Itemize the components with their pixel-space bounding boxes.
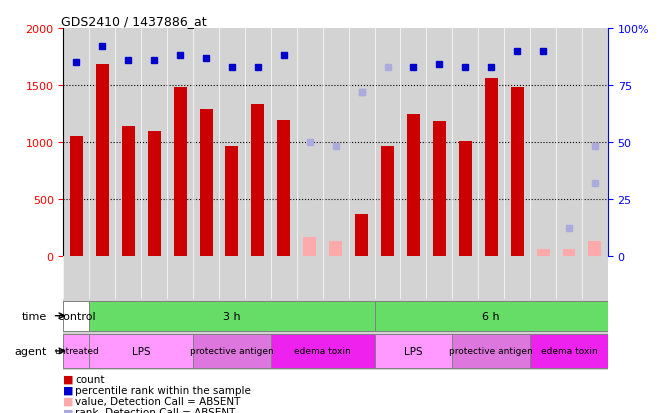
Bar: [226, 147, 238, 256]
Text: ■: ■: [63, 396, 74, 406]
Text: ■: ■: [63, 374, 74, 384]
Bar: [459, 142, 472, 256]
Text: edema toxin: edema toxin: [540, 347, 597, 356]
Text: percentile rank within the sample: percentile rank within the sample: [75, 385, 251, 395]
Bar: [193, 335, 271, 368]
Text: agent: agent: [15, 346, 47, 356]
Bar: [375, 301, 608, 331]
Bar: [510, 88, 524, 256]
Text: protective antigen: protective antigen: [190, 347, 274, 356]
Bar: [485, 79, 498, 256]
Text: time: time: [22, 311, 47, 321]
Bar: [303, 238, 316, 256]
Bar: [122, 126, 135, 256]
Bar: [96, 65, 109, 256]
Bar: [63, 335, 90, 368]
Text: LPS: LPS: [404, 346, 423, 356]
Text: 6 h: 6 h: [482, 311, 500, 321]
Bar: [433, 121, 446, 256]
Bar: [174, 88, 186, 256]
Bar: [90, 335, 193, 368]
Bar: [355, 214, 368, 256]
Text: GDS2410 / 1437886_at: GDS2410 / 1437886_at: [61, 15, 206, 28]
Text: control: control: [57, 311, 96, 321]
Bar: [148, 132, 161, 256]
Bar: [70, 137, 83, 256]
Text: 3 h: 3 h: [223, 311, 240, 321]
Bar: [562, 249, 575, 256]
Text: rank, Detection Call = ABSENT: rank, Detection Call = ABSENT: [75, 407, 236, 413]
Text: LPS: LPS: [132, 346, 150, 356]
Bar: [536, 250, 550, 256]
Bar: [251, 105, 265, 256]
Text: count: count: [75, 374, 105, 384]
Bar: [63, 301, 90, 331]
Bar: [375, 335, 452, 368]
Text: edema toxin: edema toxin: [295, 347, 351, 356]
Bar: [200, 109, 212, 256]
Bar: [589, 241, 601, 256]
Text: ■: ■: [63, 407, 74, 413]
Bar: [271, 335, 375, 368]
Text: protective antigen: protective antigen: [450, 347, 533, 356]
Bar: [277, 120, 291, 256]
Bar: [407, 115, 420, 256]
Text: ■: ■: [63, 385, 74, 395]
Bar: [329, 241, 342, 256]
Bar: [90, 301, 375, 331]
Text: untreated: untreated: [54, 347, 99, 356]
Bar: [530, 335, 608, 368]
Bar: [452, 335, 530, 368]
Text: value, Detection Call = ABSENT: value, Detection Call = ABSENT: [75, 396, 241, 406]
Bar: [381, 147, 394, 256]
